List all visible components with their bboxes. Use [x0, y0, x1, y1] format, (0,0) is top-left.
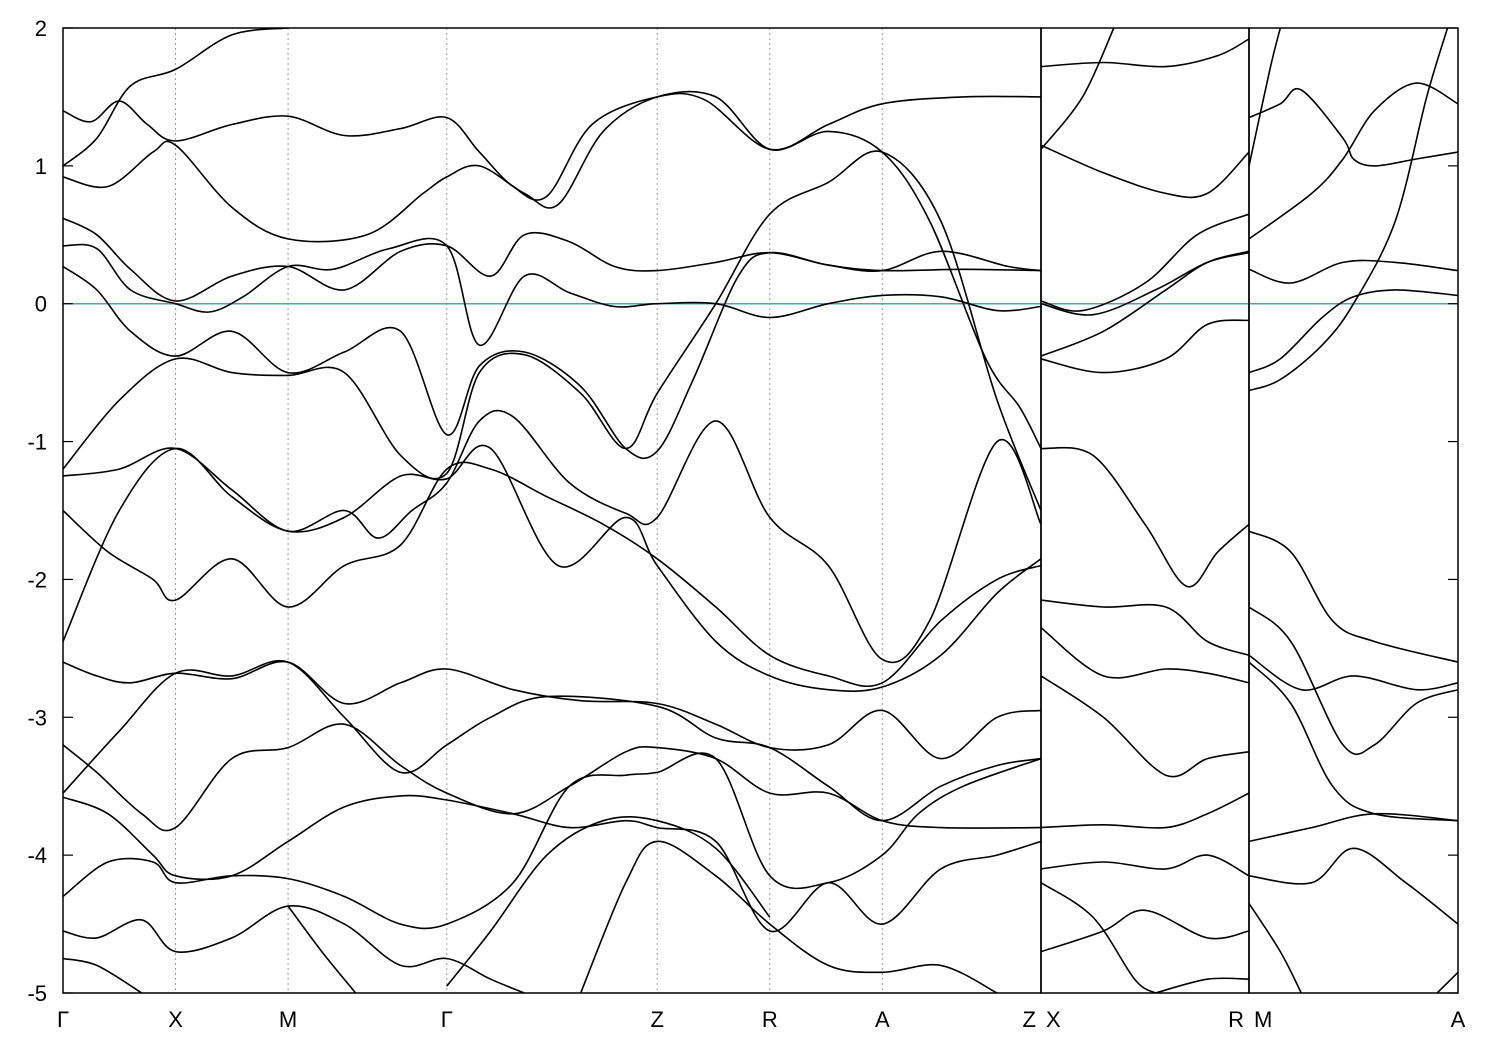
- band-line-1-14: [1041, 909, 1249, 953]
- band-line-1-7: [1041, 446, 1249, 588]
- band-line-0-4: [63, 237, 1041, 346]
- band-line-2-8: [1249, 654, 1458, 691]
- band-line-0-9: [63, 444, 1041, 692]
- band-line-1-10: [1041, 675, 1249, 778]
- panel-frame: [1248, 27, 1459, 994]
- band-line-2-1: [1249, 28, 1282, 167]
- x-tick-label: X: [168, 1007, 183, 1032]
- band-line-0-19: [579, 840, 998, 993]
- x-tick-label: M: [1254, 1007, 1272, 1032]
- band-line-0-14: [63, 752, 1041, 930]
- band-line-1-15: [1155, 977, 1249, 993]
- band-line-0-0: [63, 92, 1041, 201]
- band-line-0-12: [63, 723, 1041, 832]
- x-tick-label: A: [1451, 1007, 1466, 1032]
- y-tick-label: -5: [27, 981, 47, 1006]
- x-tick-label: Γ: [441, 1007, 453, 1032]
- band-line-1-11: [1041, 792, 1249, 829]
- y-tick-label: -4: [27, 843, 47, 868]
- x-tick-label: M: [279, 1007, 297, 1032]
- band-line-2-12: [1249, 902, 1303, 993]
- band-line-1-0: [1041, 38, 1249, 68]
- band-line-1-8: [1041, 599, 1249, 657]
- band-line-1-1: [1041, 28, 1115, 150]
- y-tick-label: -2: [27, 567, 47, 592]
- panel-frame: [1040, 27, 1250, 994]
- band-line-2-0: [1249, 87, 1458, 167]
- band-line-1-6: [1041, 319, 1249, 374]
- y-tick-label: -1: [27, 430, 47, 455]
- band-line-1-2: [1041, 144, 1249, 199]
- band-line-1-9: [1041, 627, 1249, 684]
- band-line-1-13: [1041, 882, 1156, 993]
- y-tick-label: -3: [27, 705, 47, 730]
- band-line-0-1: [63, 28, 289, 167]
- band-line-1-5: [1041, 250, 1249, 357]
- band-line-0-16: [63, 957, 143, 993]
- x-tick-label: Γ: [57, 1007, 69, 1032]
- band-line-2-9: [1249, 661, 1458, 822]
- band-line-1-3: [1041, 213, 1249, 312]
- y-tick-label: 0: [35, 292, 47, 317]
- band-line-0-2: [63, 90, 1041, 449]
- band-line-2-5: [1249, 28, 1449, 392]
- band-line-0-13: [63, 794, 1041, 933]
- y-tick-label: 2: [35, 16, 47, 41]
- x-tick-label: R: [762, 1007, 778, 1032]
- x-tick-label: X: [1046, 1007, 1061, 1032]
- band-line-0-5: [63, 250, 1041, 460]
- panel-frame: [62, 27, 1042, 994]
- band-line-2-7: [1249, 606, 1458, 756]
- band-line-2-4: [1249, 289, 1458, 374]
- x-tick-label: Z: [651, 1007, 664, 1032]
- band-line-2-11: [1249, 847, 1458, 925]
- band-line-0-10: [63, 660, 1041, 760]
- y-tick-label: 1: [35, 154, 47, 179]
- band-line-0-17: [287, 905, 357, 993]
- band-line-0-18: [446, 816, 771, 987]
- band-line-2-6: [1249, 530, 1458, 663]
- x-tick-label: R: [1228, 1007, 1244, 1032]
- band-line-0-7: [63, 409, 1041, 664]
- band-line-0-15: [63, 905, 525, 993]
- band-line-0-8: [63, 461, 1041, 688]
- band-line-2-13: [1436, 971, 1458, 993]
- band-line-1-12: [1041, 854, 1249, 877]
- band-line-0-6: [63, 150, 1041, 511]
- band-line-2-2: [1249, 82, 1458, 240]
- band-line-2-3: [1249, 259, 1458, 284]
- x-tick-label: Z: [1023, 1007, 1036, 1032]
- x-tick-label: A: [875, 1007, 890, 1032]
- band-line-2-10: [1249, 812, 1458, 843]
- band-line-0-3: [63, 217, 1041, 302]
